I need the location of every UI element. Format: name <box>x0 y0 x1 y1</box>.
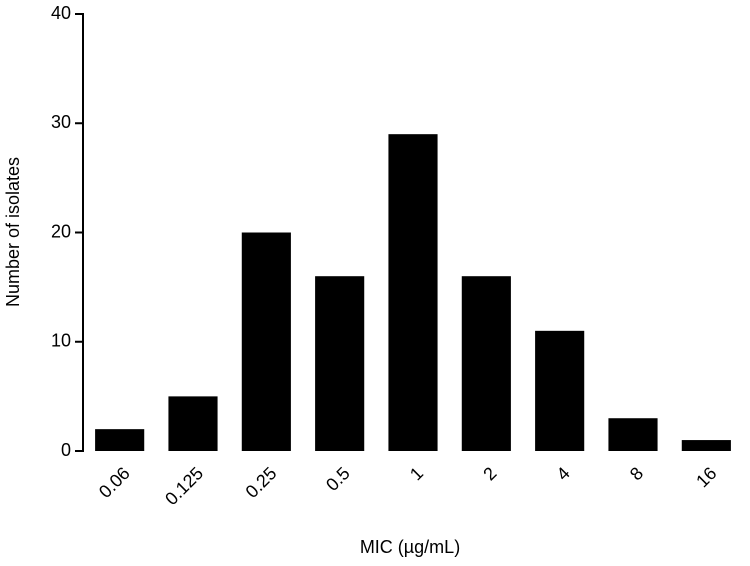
x-tick-label: 0.125 <box>161 463 207 509</box>
x-tick-label: 16 <box>692 463 720 491</box>
bar <box>535 330 585 451</box>
bar <box>608 418 658 451</box>
bar <box>241 232 291 451</box>
x-tick-label: 0.25 <box>242 463 281 502</box>
x-tick-label: 2 <box>479 463 500 484</box>
y-tick-label: 0 <box>61 440 71 460</box>
x-tick-label: 0.5 <box>322 463 354 495</box>
y-tick-label: 30 <box>51 112 71 132</box>
x-tick-label: 8 <box>626 463 647 484</box>
x-axis-label: MIC (µg/mL) <box>360 537 460 557</box>
bar <box>388 134 438 452</box>
bar <box>168 396 218 451</box>
bar <box>461 276 511 451</box>
x-tick-label: 4 <box>553 463 574 484</box>
y-tick-label: 10 <box>51 331 71 351</box>
x-tick-label: 1 <box>406 463 427 484</box>
bar <box>315 276 365 451</box>
bar <box>95 429 145 451</box>
x-tick-label: 0.06 <box>95 463 134 502</box>
y-tick-label: 40 <box>51 3 71 23</box>
bar <box>681 440 731 451</box>
y-axis-label: Number of isolates <box>3 157 23 307</box>
y-tick-label: 20 <box>51 221 71 241</box>
